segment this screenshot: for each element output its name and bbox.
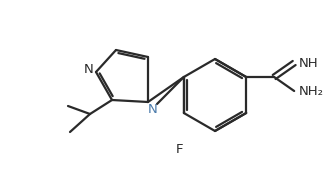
Text: F: F — [176, 143, 184, 156]
Text: NH: NH — [299, 57, 319, 69]
Text: N: N — [84, 62, 94, 76]
Text: N: N — [148, 103, 158, 115]
Text: NH₂: NH₂ — [299, 84, 324, 98]
